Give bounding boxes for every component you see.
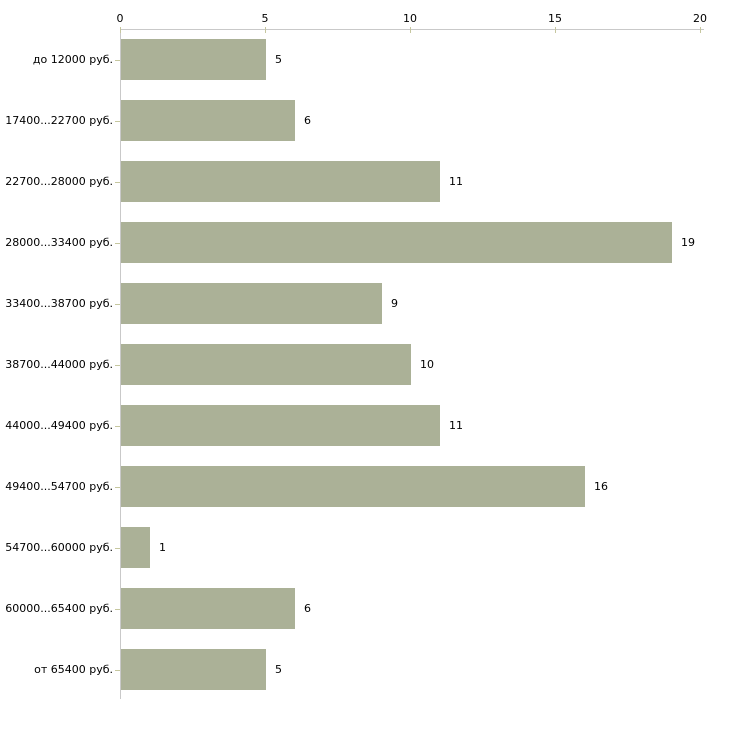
- category-label: от 65400 руб.: [34, 662, 113, 676]
- category-tick: [115, 243, 120, 244]
- x-tick: [555, 27, 556, 33]
- bar-value-label: 6: [304, 113, 311, 127]
- bar-value-label: 5: [275, 662, 282, 676]
- category-label: 44000...49400 руб.: [5, 418, 113, 432]
- category-tick: [115, 670, 120, 671]
- bar-value-label: 16: [594, 479, 608, 493]
- x-tick: [265, 27, 266, 33]
- bar: [121, 283, 382, 324]
- bar: [121, 344, 411, 385]
- bar-value-label: 11: [449, 174, 463, 188]
- category-label: 60000...65400 руб.: [5, 601, 113, 615]
- category-label: 54700...60000 руб.: [5, 540, 113, 554]
- category-tick: [115, 548, 120, 549]
- bar: [121, 39, 266, 80]
- category-label: 17400...22700 руб.: [5, 113, 113, 127]
- category-tick: [115, 487, 120, 488]
- bar: [121, 405, 440, 446]
- y-axis-line: [120, 29, 121, 699]
- bar-value-label: 10: [420, 357, 434, 371]
- category-label: до 12000 руб.: [32, 52, 113, 66]
- category-tick: [115, 182, 120, 183]
- bar: [121, 466, 585, 507]
- category-tick: [115, 426, 120, 427]
- category-tick: [115, 609, 120, 610]
- x-tick-label: 20: [693, 12, 707, 25]
- bar-value-label: 5: [275, 52, 282, 66]
- category-label: 38700...44000 руб.: [5, 357, 113, 371]
- x-tick-label: 0: [116, 12, 124, 25]
- bar: [121, 222, 672, 263]
- bar-value-label: 1: [159, 540, 166, 554]
- category-label: 28000...33400 руб.: [5, 235, 113, 249]
- x-tick-label: 10: [403, 12, 417, 25]
- bar-value-label: 19: [681, 235, 695, 249]
- category-label: 33400...38700 руб.: [5, 296, 113, 310]
- category-tick: [115, 365, 120, 366]
- x-axis-line: [120, 29, 704, 30]
- x-tick: [120, 27, 121, 33]
- x-tick-label: 15: [548, 12, 562, 25]
- bar-value-label: 11: [449, 418, 463, 432]
- x-tick: [700, 27, 701, 33]
- bar-value-label: 6: [304, 601, 311, 615]
- x-tick-label: 5: [261, 12, 269, 25]
- bar: [121, 649, 266, 690]
- x-tick: [410, 27, 411, 33]
- category-tick: [115, 304, 120, 305]
- bar: [121, 161, 440, 202]
- bar: [121, 100, 295, 141]
- bar: [121, 527, 150, 568]
- category-tick: [115, 121, 120, 122]
- bar: [121, 588, 295, 629]
- bar-value-label: 9: [391, 296, 398, 310]
- category-label: 22700...28000 руб.: [5, 174, 113, 188]
- category-label: 49400...54700 руб.: [5, 479, 113, 493]
- category-tick: [115, 60, 120, 61]
